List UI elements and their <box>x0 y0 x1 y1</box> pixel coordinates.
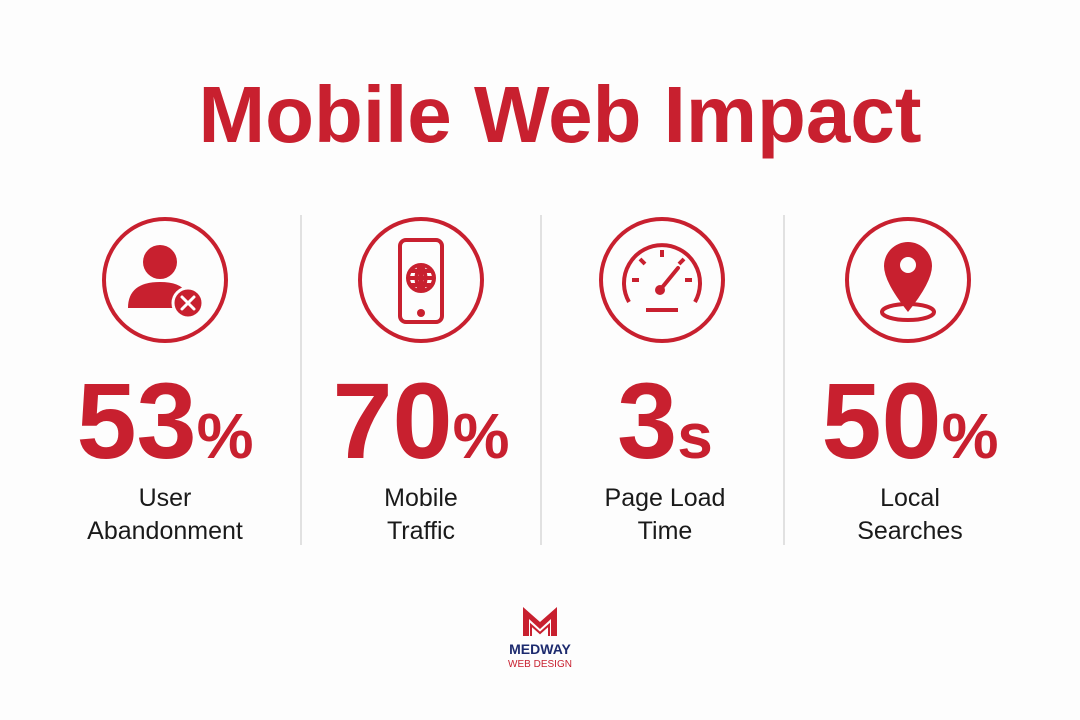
stat-label: User <box>139 484 192 512</box>
user-icon <box>102 217 228 343</box>
phone-icon <box>358 217 484 343</box>
stat-unit: % <box>453 400 510 472</box>
stat-value: 3s <box>617 360 713 481</box>
stat-label: Mobile <box>384 484 458 512</box>
stat-label: Traffic <box>387 517 455 545</box>
stat-label: Time <box>638 517 693 545</box>
stat-value: 70% <box>332 360 509 481</box>
stat-number: 70 <box>332 360 452 481</box>
stat-unit: % <box>197 400 254 472</box>
logo: MEDWAY WEB DESIGN <box>508 607 572 670</box>
stat-unit: s <box>677 400 713 472</box>
pin-icon <box>845 217 971 343</box>
stat-value: 53% <box>76 360 253 481</box>
stat-number: 53 <box>76 360 196 481</box>
logo-tagline: WEB DESIGN <box>508 659 572 670</box>
stat-unit: % <box>942 400 999 472</box>
logo-name: MEDWAY <box>509 641 571 657</box>
stat-label: Page Load <box>605 484 726 512</box>
stat-number: 50 <box>821 360 941 481</box>
dividers <box>300 215 785 545</box>
title: Mobile Web Impact <box>198 70 921 159</box>
stat-label: Abandonment <box>87 517 243 545</box>
stat-label: Searches <box>857 517 963 545</box>
gauge-icon <box>599 217 725 343</box>
stat-number: 3 <box>617 360 677 481</box>
stat-label: Local <box>880 484 940 512</box>
stat-value: 50% <box>821 360 998 481</box>
